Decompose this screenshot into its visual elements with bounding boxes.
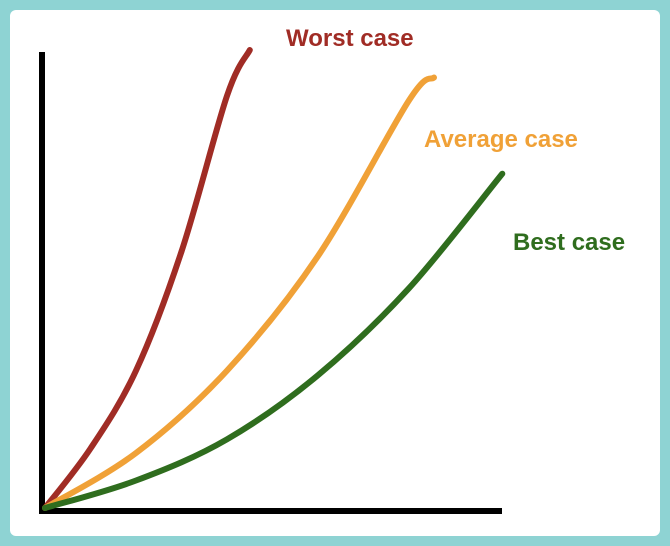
best-case-label: Best case <box>513 229 625 256</box>
average-case-line <box>42 74 437 511</box>
chart-frame <box>10 10 660 536</box>
average-case-label: Average case <box>424 126 578 153</box>
best-case-line <box>42 170 506 511</box>
worst-case-line <box>42 47 253 511</box>
worst-case-label: Worst case <box>286 25 414 52</box>
